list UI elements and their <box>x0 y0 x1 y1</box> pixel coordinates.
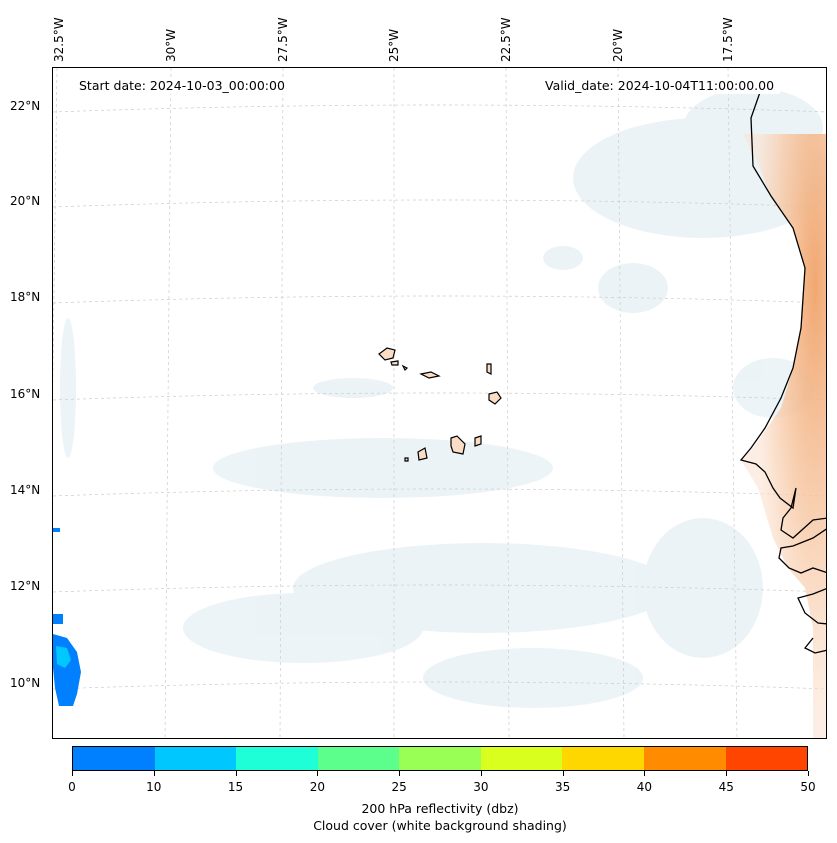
meridian-line <box>617 68 625 738</box>
colorbar-tick <box>317 771 319 776</box>
colorbar-label: 200 hPa reflectivity (dbz) <box>361 801 519 816</box>
colorbar-tick <box>562 771 564 776</box>
colorbar-tick-label: 0 <box>68 780 76 794</box>
map-canvas <box>53 68 826 738</box>
parallel-line <box>53 104 826 113</box>
meridian-line <box>279 68 284 738</box>
latitude-label: 12°N <box>10 579 41 593</box>
colorbar-sublabel: Cloud cover (white background shading) <box>313 818 567 833</box>
colorbar-tick <box>480 771 482 776</box>
colorbar-tick <box>808 771 809 776</box>
africa-landmass <box>741 134 826 738</box>
colorbar-segment <box>399 747 481 770</box>
colorbar-segment <box>73 747 155 770</box>
colorbar-tick-label: 45 <box>718 780 734 794</box>
colorbar-tick <box>726 771 728 776</box>
longitude-label: 32.5°W <box>52 17 66 62</box>
africa-coastline <box>739 77 826 654</box>
longitude-label: 30°W <box>164 28 178 62</box>
colorbar-segment <box>725 747 808 770</box>
latitude-label: 20°N <box>10 194 41 208</box>
longitude-label: 27.5°W <box>276 17 290 62</box>
colorbar-tick <box>235 771 237 776</box>
colorbar-tick-label: 30 <box>473 780 489 794</box>
colorbar-tick-label: 50 <box>800 780 816 794</box>
colorbar-tick <box>153 771 155 776</box>
latitude-label: 14°N <box>10 483 41 497</box>
latitude-label: 22°N <box>10 99 41 113</box>
colorbar-tick <box>399 771 401 776</box>
meridian-line <box>164 68 172 738</box>
parallel-line <box>53 584 826 593</box>
start-date-label: Start date: 2024-10-03_00:00:00 <box>73 77 291 94</box>
colorbar-tick-label: 10 <box>146 780 162 794</box>
parallel-line <box>53 488 826 497</box>
colorbar-segment <box>562 747 644 770</box>
longitude-label: 22.5°W <box>499 17 513 62</box>
valid-date-label: Valid_date: 2024-10-04T11:00:00.00 <box>539 77 781 94</box>
colorbar-segment <box>480 747 563 770</box>
colorbar-segment <box>236 747 318 770</box>
colorbar-tick <box>644 771 646 776</box>
colorbar-tick-label: 40 <box>636 780 653 794</box>
colorbar-tick-label: 35 <box>555 780 571 794</box>
latitude-label: 16°N <box>10 387 41 401</box>
colorbar-segment <box>643 747 726 770</box>
reflectivity-patches <box>53 528 81 706</box>
parallel-line <box>53 392 826 401</box>
colorbar-tick-label: 15 <box>227 780 244 794</box>
longitude-label: 25°W <box>387 28 401 62</box>
cabo-verde-islands <box>378 347 502 462</box>
colorbar-segment <box>317 747 400 770</box>
parallel-line <box>53 681 826 690</box>
cloud-cover-shading <box>60 88 826 708</box>
parallel-line <box>53 295 826 304</box>
latitude-label: 18°N <box>10 290 41 304</box>
latitude-label: 10°N <box>10 676 41 690</box>
colorbar-tick <box>72 771 73 776</box>
longitude-label: 17.5°W <box>721 17 735 62</box>
colorbar-tick-label: 20 <box>309 780 325 794</box>
colorbar <box>72 746 808 771</box>
colorbar-segment <box>154 747 237 770</box>
longitude-label: 20°W <box>611 28 625 62</box>
meridian-line <box>505 68 510 738</box>
graticule <box>53 68 826 738</box>
colorbar-tick-label: 25 <box>391 780 407 794</box>
parallel-line <box>53 199 826 208</box>
meridian-line <box>727 68 738 738</box>
map-panel: Start date: 2024-10-03_00:00:00 Valid_da… <box>52 67 827 739</box>
